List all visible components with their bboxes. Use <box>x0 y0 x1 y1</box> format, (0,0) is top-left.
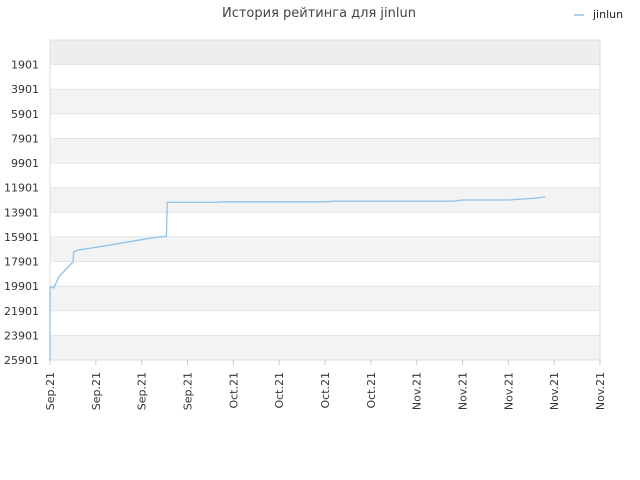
series-point <box>113 243 115 245</box>
x-tick-label: Sep.21 <box>182 372 195 410</box>
series-point <box>58 275 60 277</box>
y-tick-label: 1901 <box>11 59 39 72</box>
x-tick-label: Oct.21 <box>319 372 332 409</box>
series-point <box>49 286 51 288</box>
x-tick-label: Oct.21 <box>273 372 286 409</box>
plot-background <box>49 39 601 361</box>
series-point <box>78 249 80 251</box>
x-tick-label: Nov.21 <box>411 372 424 410</box>
y-tick-label: 15901 <box>4 231 39 244</box>
series-point <box>165 235 167 237</box>
x-tick-label: Nov.21 <box>548 372 561 410</box>
y-tick-label: 3901 <box>11 83 39 96</box>
series-point <box>324 201 326 203</box>
x-tick-label: Oct.21 <box>365 372 378 409</box>
y-axis-ticks: 1901 3901 5901 7901 9901 11901 13901 15901 17901… <box>4 59 39 367</box>
series-point <box>214 201 216 203</box>
series-point <box>95 246 97 248</box>
plot-band <box>50 89 600 114</box>
series-point <box>507 199 509 201</box>
plot-band <box>50 40 600 65</box>
y-tick-label: 17901 <box>4 256 39 269</box>
series-point <box>166 201 168 203</box>
series-point <box>278 201 280 203</box>
series-point <box>516 198 519 200</box>
y-tick-label: 21901 <box>4 305 39 318</box>
legend-label: jinlun <box>592 8 623 21</box>
x-tick-label: Sep.21 <box>136 372 149 410</box>
series-point <box>416 200 418 202</box>
series-point <box>370 200 372 202</box>
x-tick-label: Oct.21 <box>227 372 240 409</box>
series-point <box>461 199 464 201</box>
x-tick-label: Sep.21 <box>44 372 57 410</box>
series-line-jinlun <box>49 196 546 360</box>
y-tick-label: 13901 <box>4 206 39 219</box>
plot-band <box>50 335 600 360</box>
x-tick-label: Nov.21 <box>457 372 470 410</box>
y-tick-label: 7901 <box>11 132 39 145</box>
series-point <box>452 200 454 202</box>
x-tick-label: Nov.21 <box>502 372 515 410</box>
x-tick-label: Sep.21 <box>90 372 103 410</box>
plot-band <box>50 236 600 262</box>
series-point <box>72 261 74 263</box>
series-point <box>535 197 537 199</box>
x-tick-label: Nov.21 <box>594 372 607 410</box>
series-point <box>73 251 75 253</box>
series-point <box>223 201 225 203</box>
y-tick-label: 25901 <box>4 354 39 367</box>
series-point <box>51 286 53 288</box>
plot-band <box>50 64 600 90</box>
plot-band <box>50 163 600 188</box>
y-tick-label: 19901 <box>4 280 39 293</box>
y-tick-label: 5901 <box>11 108 39 121</box>
plot-band <box>50 261 600 287</box>
series-point <box>53 287 55 289</box>
series-point <box>49 359 51 361</box>
plot-band <box>50 286 600 311</box>
series-point <box>177 201 179 203</box>
plot-band <box>50 113 600 139</box>
x-axis-ticks: Sep.21 Sep.21 Sep.21 Sep.21 Oct.21 Oct.21 Oct.… <box>44 360 607 410</box>
series-point <box>544 196 546 198</box>
plot-band <box>50 138 600 164</box>
series-jinlun <box>49 196 546 361</box>
y-tick-label: 9901 <box>11 157 39 170</box>
plot-band <box>50 212 600 237</box>
series-point <box>150 237 152 239</box>
series-point <box>131 240 134 242</box>
y-tick-label: 23901 <box>4 329 39 342</box>
plot-band <box>50 310 600 336</box>
legend: jinlun <box>574 8 623 21</box>
chart-title: История рейтинга для jinlun <box>222 6 416 21</box>
y-tick-label: 11901 <box>4 182 39 195</box>
series-point <box>333 200 335 202</box>
